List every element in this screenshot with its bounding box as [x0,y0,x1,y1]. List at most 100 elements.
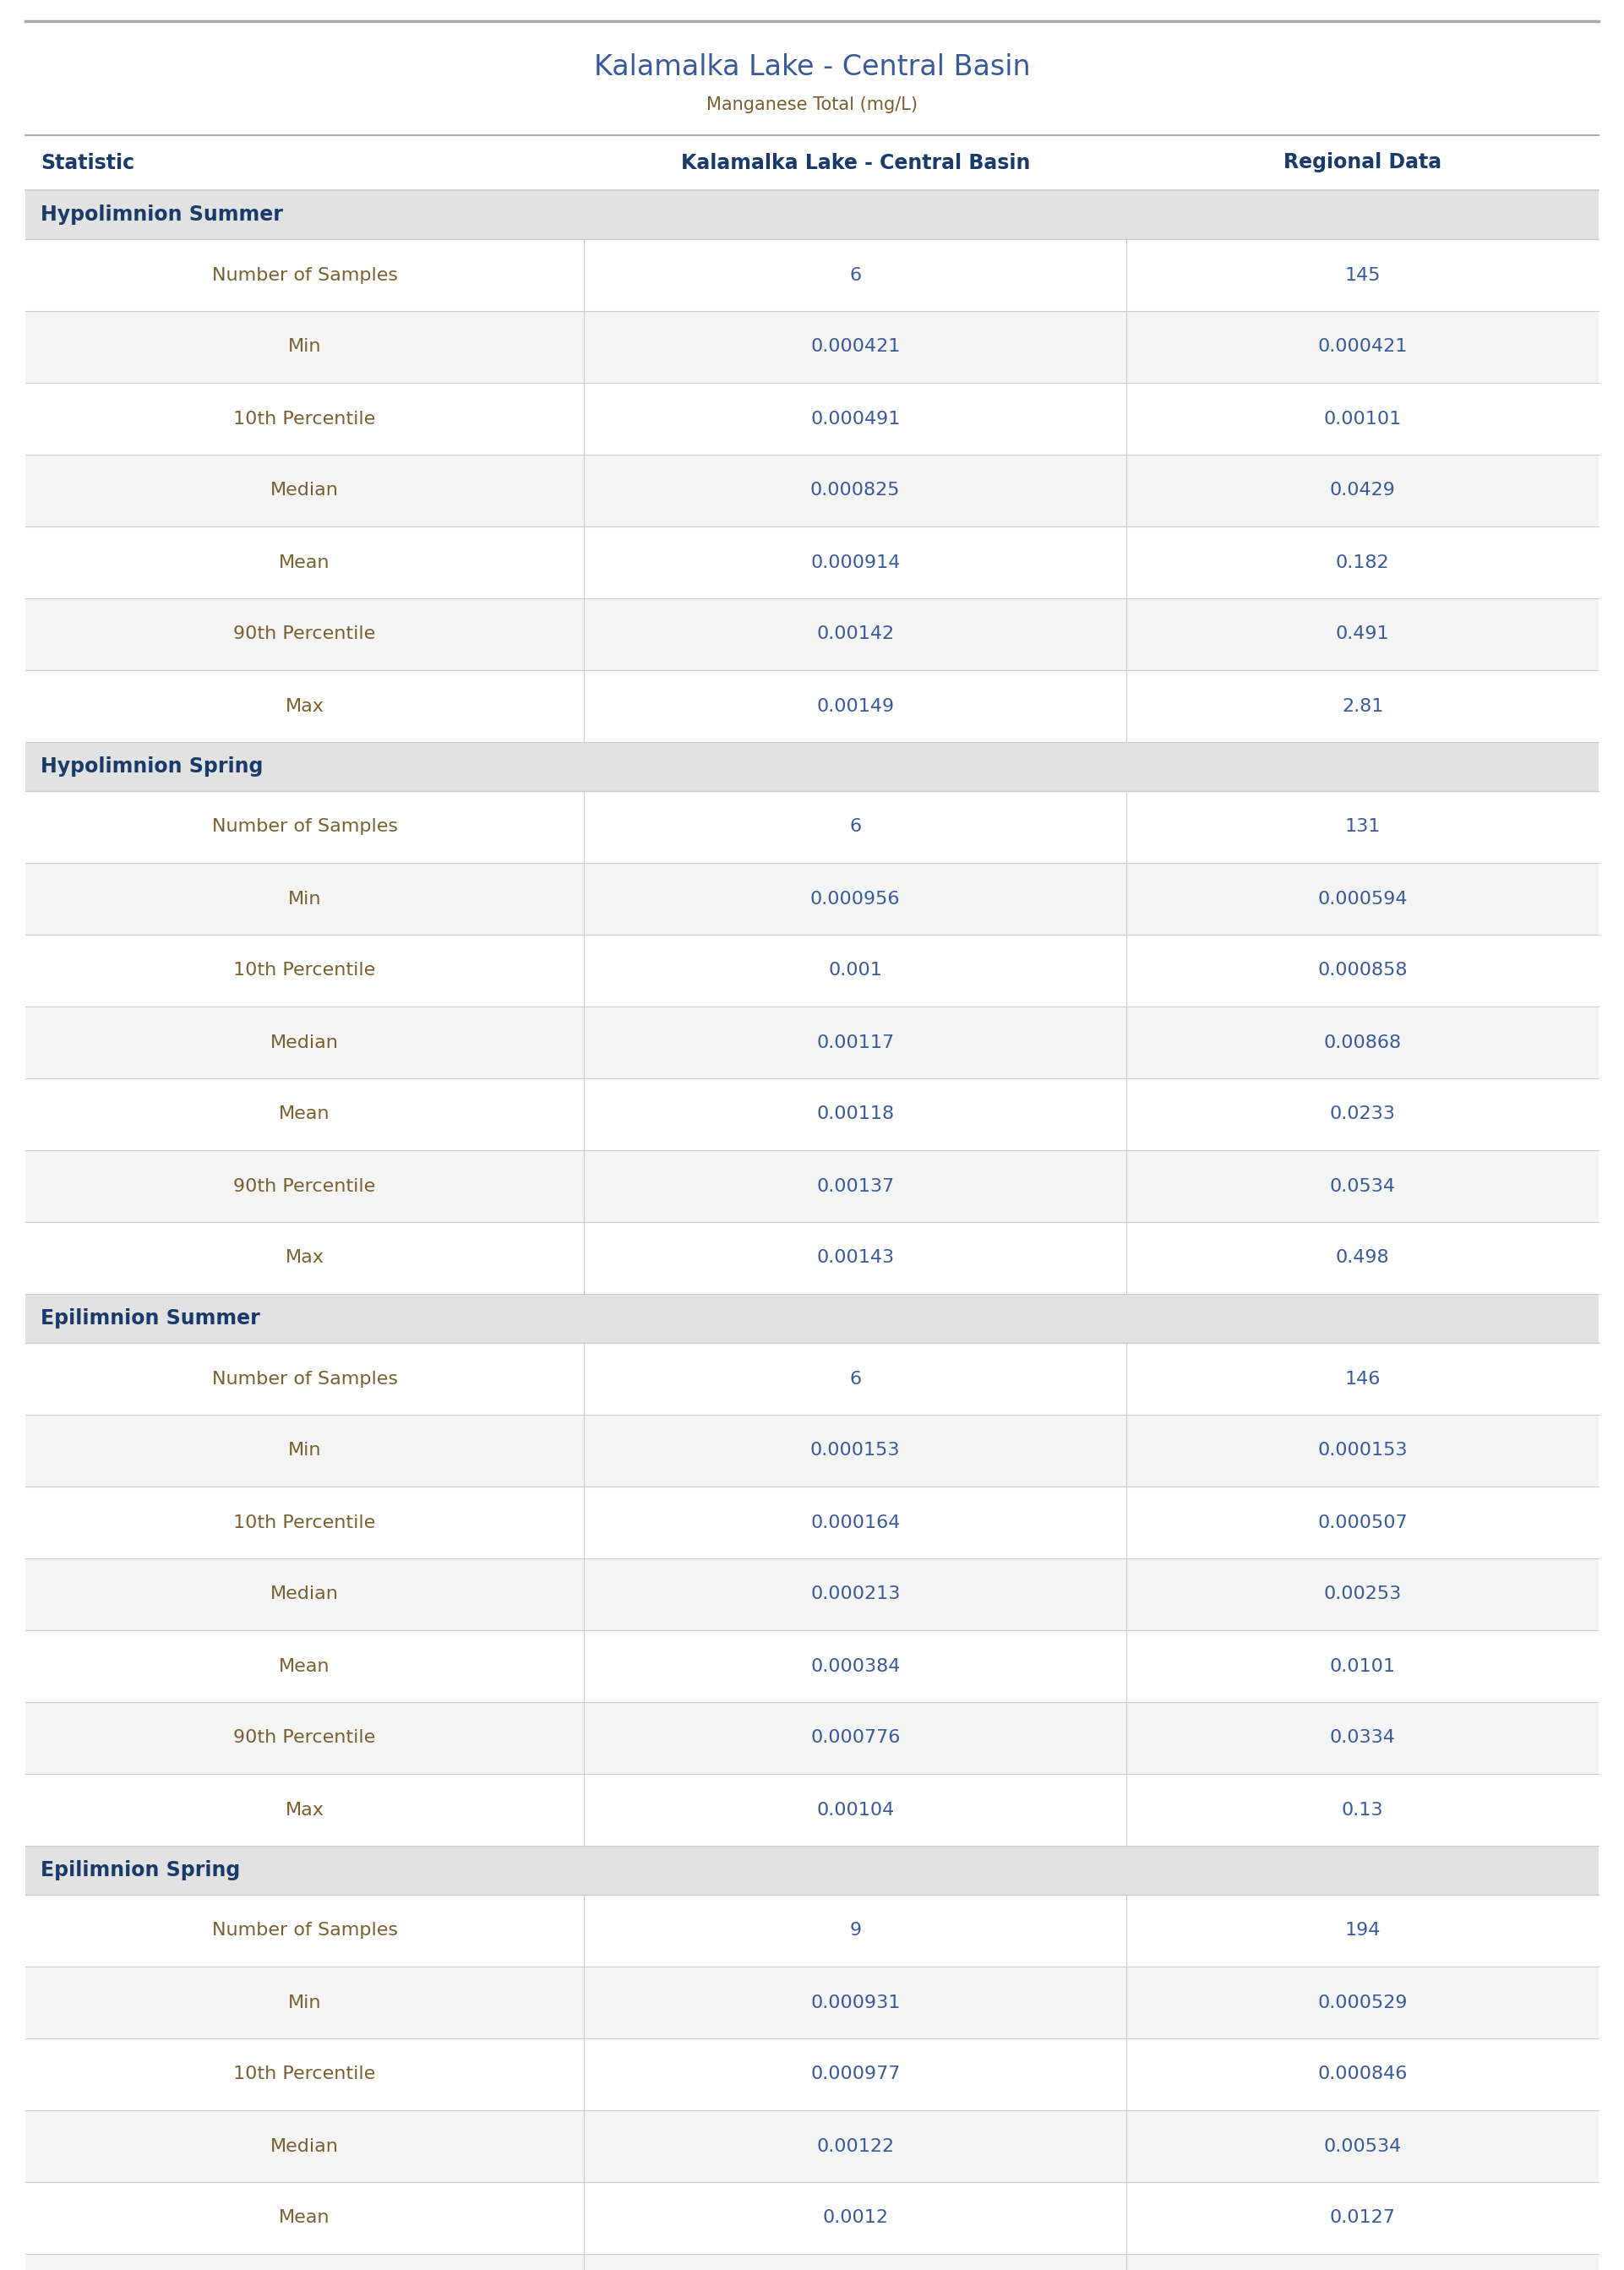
Text: 0.00118: 0.00118 [817,1105,895,1124]
Bar [26,527,1598,599]
Text: Min: Min [287,890,322,908]
Text: 0.000491: 0.000491 [810,411,900,427]
Text: 0.0101: 0.0101 [1330,1657,1395,1675]
Text: 0.0127: 0.0127 [1330,2209,1395,2227]
Bar [26,1966,1598,2038]
Text: 0.000421: 0.000421 [1317,338,1408,356]
Bar [26,191,1598,238]
Bar [26,1006,1598,1078]
Text: Median: Median [271,1035,339,1051]
Text: 6: 6 [849,819,861,835]
Text: 0.000507: 0.000507 [1317,1514,1408,1530]
Text: 0.001: 0.001 [828,962,882,978]
Bar [26,1630,1598,1702]
Text: 0.000977: 0.000977 [810,2066,900,2084]
Bar [26,670,1598,742]
Text: Number of Samples: Number of Samples [211,1371,398,1387]
Bar [26,1151,1598,1221]
Bar [26,1702,1598,1773]
Text: Mean: Mean [279,554,330,570]
Text: 10th Percentile: 10th Percentile [234,1514,375,1530]
Bar [26,1846,1598,1895]
Text: Mean: Mean [279,1657,330,1675]
Text: Kalamalka Lake - Central Basin: Kalamalka Lake - Central Basin [680,152,1030,173]
Bar [26,1559,1598,1630]
Text: Number of Samples: Number of Samples [211,819,398,835]
Text: 0.00253: 0.00253 [1324,1587,1402,1603]
Text: 0.0233: 0.0233 [1330,1105,1395,1124]
Text: 10th Percentile: 10th Percentile [234,2066,375,2084]
Bar [26,311,1598,384]
Text: 0.000529: 0.000529 [1317,1993,1408,2011]
Text: 0.000858: 0.000858 [1317,962,1408,978]
Text: Median: Median [271,481,339,499]
Bar [26,454,1598,527]
Text: Manganese Total (mg/L): Manganese Total (mg/L) [706,95,918,114]
Text: Median: Median [271,1587,339,1603]
Text: 0.00534: 0.00534 [1324,2138,1402,2154]
Text: 0.000931: 0.000931 [810,1993,900,2011]
Bar [26,1414,1598,1487]
Bar [26,1895,1598,1966]
Bar [26,935,1598,1006]
Bar [26,742,1598,790]
Text: 6: 6 [849,266,861,284]
Bar [26,2254,1598,2270]
Text: Number of Samples: Number of Samples [211,1923,398,1939]
Text: 0.000825: 0.000825 [810,481,900,499]
Text: 0.00122: 0.00122 [817,2138,895,2154]
Text: Epilimnion Spring: Epilimnion Spring [41,1859,240,1880]
Text: Max: Max [286,1249,325,1267]
Text: 0.000776: 0.000776 [810,1730,900,1746]
Bar [26,238,1598,311]
Text: 0.00117: 0.00117 [817,1035,895,1051]
Text: 0.000846: 0.000846 [1317,2066,1408,2084]
Bar [26,384,1598,454]
Text: Statistic: Statistic [41,152,135,173]
Text: 0.00868: 0.00868 [1324,1035,1402,1051]
Text: Kalamalka Lake - Central Basin: Kalamalka Lake - Central Basin [594,52,1030,82]
Text: 0.0429: 0.0429 [1330,481,1395,499]
Bar [26,1344,1598,1414]
Bar [26,599,1598,670]
Text: Number of Samples: Number of Samples [211,266,398,284]
Text: 145: 145 [1345,266,1380,284]
Text: 90th Percentile: 90th Percentile [234,1730,375,1746]
Text: 0.182: 0.182 [1337,554,1390,570]
Text: 0.00137: 0.00137 [817,1178,895,1194]
Text: 194: 194 [1345,1923,1380,1939]
Text: 0.000153: 0.000153 [1317,1441,1408,1460]
Text: 0.00104: 0.00104 [817,1802,895,1818]
Text: 0.000594: 0.000594 [1317,890,1408,908]
Text: 0.000956: 0.000956 [810,890,900,908]
Text: 10th Percentile: 10th Percentile [234,962,375,978]
Text: Min: Min [287,1993,322,2011]
Text: 0.000914: 0.000914 [810,554,900,570]
Text: 146: 146 [1345,1371,1380,1387]
Bar [26,2181,1598,2254]
Text: Max: Max [286,697,325,715]
Text: 0.13: 0.13 [1341,1802,1384,1818]
Text: 0.000153: 0.000153 [810,1441,900,1460]
Text: 0.000164: 0.000164 [810,1514,900,1530]
Text: 0.000421: 0.000421 [810,338,900,356]
Text: Max: Max [286,1802,325,1818]
Text: Epilimnion Summer: Epilimnion Summer [41,1308,260,1328]
Text: 0.491: 0.491 [1337,627,1390,642]
Text: 0.000213: 0.000213 [810,1587,900,1603]
Text: Mean: Mean [279,2209,330,2227]
Bar [26,2111,1598,2181]
Text: Min: Min [287,338,322,356]
Bar [26,1078,1598,1151]
Text: Hypolimnion Spring: Hypolimnion Spring [41,756,263,776]
Text: 0.00149: 0.00149 [817,697,895,715]
Text: Min: Min [287,1441,322,1460]
Text: 0.00101: 0.00101 [1324,411,1402,427]
Text: 0.000384: 0.000384 [810,1657,900,1675]
Text: 6: 6 [849,1371,861,1387]
Text: 0.0334: 0.0334 [1330,1730,1395,1746]
Text: 0.498: 0.498 [1337,1249,1390,1267]
Bar [26,2038,1598,2111]
Text: 131: 131 [1345,819,1380,835]
Text: 9: 9 [849,1923,861,1939]
